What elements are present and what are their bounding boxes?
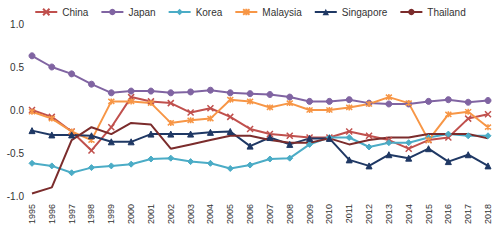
- svg-text:-0.5: -0.5: [7, 148, 25, 159]
- svg-text:2017: 2017: [463, 204, 473, 224]
- svg-text:2011: 2011: [344, 204, 354, 223]
- svg-text:2010: 2010: [324, 204, 334, 224]
- svg-text:1997: 1997: [67, 204, 77, 224]
- svg-text:2015: 2015: [424, 204, 434, 224]
- svg-text:-1.0: -1.0: [7, 191, 25, 202]
- svg-text:2000: 2000: [126, 204, 136, 224]
- svg-text:1999: 1999: [106, 204, 116, 224]
- svg-text:Malaysia: Malaysia: [262, 7, 302, 18]
- svg-text:2013: 2013: [384, 204, 394, 224]
- svg-text:2012: 2012: [364, 204, 374, 224]
- svg-text:2004: 2004: [205, 204, 215, 224]
- svg-text:2008: 2008: [285, 204, 295, 224]
- svg-text:2014: 2014: [404, 204, 414, 224]
- svg-text:2003: 2003: [186, 204, 196, 224]
- svg-text:0.5: 0.5: [10, 62, 24, 73]
- svg-text:2001: 2001: [146, 204, 156, 224]
- svg-text:2018: 2018: [483, 204, 493, 224]
- svg-text:2016: 2016: [443, 204, 453, 224]
- svg-text:2006: 2006: [245, 204, 255, 224]
- svg-text:Korea: Korea: [196, 7, 223, 18]
- svg-text:2009: 2009: [305, 204, 315, 224]
- svg-text:1996: 1996: [47, 204, 57, 224]
- svg-text:1998: 1998: [86, 204, 96, 224]
- svg-text:China: China: [62, 7, 89, 18]
- svg-text:Japan: Japan: [128, 7, 155, 18]
- svg-text:0.0: 0.0: [10, 105, 24, 116]
- svg-text:Thailand: Thailand: [427, 7, 465, 18]
- svg-text:2005: 2005: [225, 204, 235, 224]
- svg-text:2007: 2007: [265, 204, 275, 224]
- svg-text:1995: 1995: [27, 204, 37, 224]
- svg-text:Singapore: Singapore: [342, 7, 388, 18]
- svg-text:1.0: 1.0: [10, 19, 24, 30]
- svg-text:2002: 2002: [166, 204, 176, 224]
